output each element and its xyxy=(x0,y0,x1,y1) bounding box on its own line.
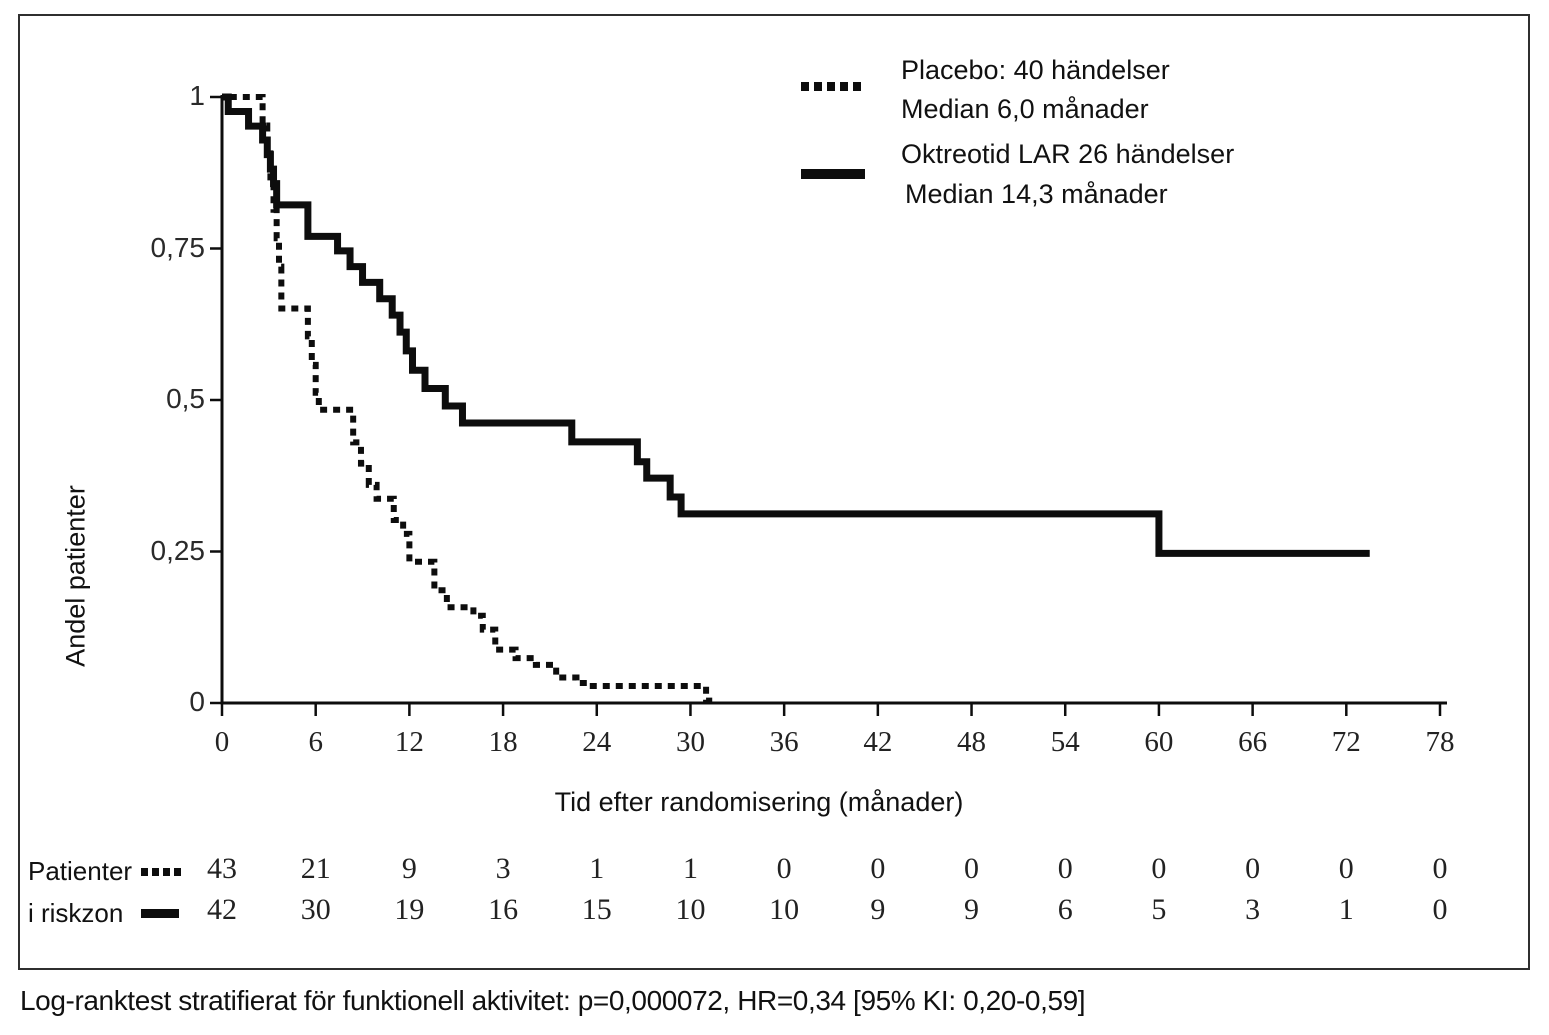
risk-count: 0 xyxy=(1245,852,1261,885)
x-tick-label: 24 xyxy=(582,726,612,758)
y-tick-label: 0,25 xyxy=(150,534,206,566)
risk-count: 9 xyxy=(401,852,417,885)
risk-count: 16 xyxy=(488,893,519,926)
y-tick-label: 0,75 xyxy=(150,231,206,263)
risk-count: 3 xyxy=(1245,893,1261,926)
risk-count: 3 xyxy=(495,852,511,885)
figure-border xyxy=(18,14,1530,970)
risk-table-label-line2: i riskzon xyxy=(28,898,124,928)
risk-count: 1 xyxy=(682,852,698,885)
x-tick-label: 6 xyxy=(308,726,323,758)
risk-count: 9 xyxy=(964,893,980,926)
risk-table-label-line1: Patienter xyxy=(28,856,133,886)
x-tick-label: 36 xyxy=(769,726,799,758)
risk-count: 0 xyxy=(870,852,886,885)
legend-marker-placebo-dotted-line xyxy=(801,82,865,91)
x-tick-label: 72 xyxy=(1331,726,1361,758)
risk-count: 30 xyxy=(300,893,331,926)
x-tick-label: 30 xyxy=(675,726,705,758)
axis-lines xyxy=(220,95,1447,705)
risk-row-octreotide-marker-icon xyxy=(141,909,179,918)
risk-count: 19 xyxy=(394,893,425,926)
risk-count: 0 xyxy=(1057,852,1073,885)
legend-placebo-events: Placebo: 40 händelser xyxy=(901,55,1170,85)
y-tick-label: 0,5 xyxy=(166,383,205,414)
risk-count: 0 xyxy=(1432,893,1448,926)
risk-count: 0 xyxy=(1338,852,1354,885)
y-axis-ticks xyxy=(210,95,222,705)
x-axis-ticks xyxy=(220,703,1442,716)
x-tick-label: 18 xyxy=(488,726,518,758)
legend-marker-octreotide-solid-line xyxy=(801,169,865,179)
logrank-footnote: Log-ranktest stratifierat för funktionel… xyxy=(20,985,1086,1016)
risk-count: 0 xyxy=(1151,852,1167,885)
risk-count: 6 xyxy=(1057,893,1073,926)
risk-count: 10 xyxy=(769,893,800,926)
risk-count: 0 xyxy=(964,852,980,885)
risk-count: 9 xyxy=(870,893,886,926)
risk-count: 43 xyxy=(207,852,237,885)
risk-count: 1 xyxy=(589,852,605,885)
km-curve-octreotide xyxy=(222,93,1370,557)
risk-count: 21 xyxy=(300,852,331,885)
x-tick-label: 48 xyxy=(957,726,987,758)
x-axis-title: Tid efter randomisering (månader) xyxy=(554,787,964,817)
risk-count: 0 xyxy=(776,852,792,885)
risk-count: 10 xyxy=(675,893,706,926)
risk-count: 1 xyxy=(1338,893,1354,926)
risk-count: 0 xyxy=(1432,852,1448,885)
x-tick-label: 78 xyxy=(1425,726,1455,758)
legend-placebo-median: Median 6,0 månader xyxy=(901,94,1149,124)
risk-count: 42 xyxy=(207,893,237,926)
x-tick-label: 0 xyxy=(214,726,230,758)
risk-count: 5 xyxy=(1151,893,1167,926)
x-tick-label: 60 xyxy=(1144,726,1174,758)
x-tick-label: 42 xyxy=(863,726,893,758)
km-curve-placebo xyxy=(229,94,714,704)
x-tick-label: 66 xyxy=(1238,726,1268,758)
x-tick-label: 12 xyxy=(394,726,424,758)
y-tick-label: 1 xyxy=(189,80,205,111)
legend-octreotide-median: Median 14,3 månader xyxy=(905,179,1168,209)
legend-octreotide-events: Oktreotid LAR 26 händelser xyxy=(901,139,1235,169)
x-tick-label: 54 xyxy=(1050,726,1080,758)
risk-count: 15 xyxy=(581,893,612,926)
risk-row-placebo-marker-icon xyxy=(141,868,183,876)
y-axis-title: Andel patienter xyxy=(60,485,91,667)
y-tick-label: 0 xyxy=(189,686,205,717)
